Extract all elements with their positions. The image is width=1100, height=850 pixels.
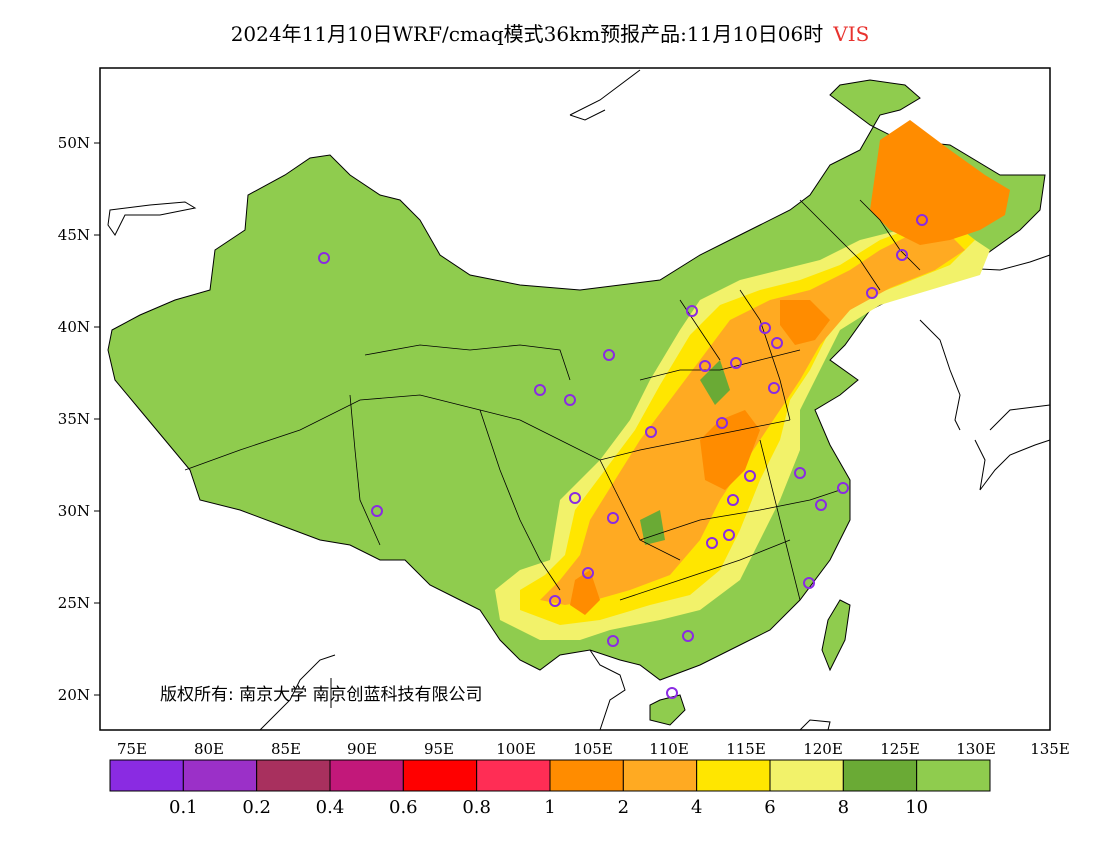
hainan-land [649,694,686,726]
lat-label: 50N [58,134,90,152]
map-title: 2024年11月10日WRF/cmaq模式36km预报产品:11月10日06时 V… [0,18,1100,47]
province-boundaries [184,199,921,601]
colorbar-label: 4 [691,797,702,818]
station-marker [582,567,594,579]
station-marker [916,214,928,226]
colorbar-swatch [769,759,844,792]
colorbar-swatch [549,759,624,792]
title-main: 2024年11月10日WRF/cmaq模式36km预报产品:11月10日06时 [230,22,824,46]
colorbar-swatch [109,759,184,792]
longitude-axis: 75E 80E 85E 90E 95E 100E 105E 110E 115E … [117,740,1070,758]
station-marker [706,537,718,549]
station-marker [866,287,878,299]
colorbar-swatch [916,759,991,792]
station-marker [549,595,561,607]
station-marker [699,360,711,372]
colorbar-label: 0.8 [462,797,491,818]
station-marker [744,470,756,482]
lon-label: 120E [803,740,843,758]
visibility-fields [495,120,1010,640]
station-marker [534,384,546,396]
colorbar-label: 0.4 [316,797,345,818]
station-marker [603,349,615,361]
colorbar-label: 6 [764,797,775,818]
station-marker [666,687,678,699]
station-marker [569,492,581,504]
station-marker [896,249,908,261]
station-marker [723,529,735,541]
colorbar-label: 10 [905,797,928,818]
colorbar-swatch [842,759,918,792]
colorbar-swatch [402,759,478,792]
colorbar-label: 0.1 [169,797,198,818]
lon-label: 135E [1030,740,1070,758]
station-marker [727,494,739,506]
station-marker [771,337,783,349]
station-marker [803,577,815,589]
lon-label: 105E [573,740,613,758]
colorbar-swatch [182,759,258,792]
station-marker [768,382,780,394]
colorbar-labels: 0.1 0.2 0.4 0.6 0.8 1 2 4 6 8 10 [169,797,928,818]
colorbar-swatch [329,759,404,792]
station-marker [682,630,694,642]
lon-label: 80E [194,740,224,758]
colorbar-label: 0.6 [389,797,418,818]
lon-label: 95E [424,740,454,758]
colorbar [109,759,991,792]
lat-label: 25N [58,594,90,612]
station-marker [318,252,330,264]
lat-label: 30N [58,502,90,520]
colorbar-label: 0.2 [242,797,271,818]
lon-label: 125E [880,740,920,758]
lon-label: 130E [956,740,996,758]
lon-label: 110E [649,740,689,758]
title-variable: VIS [833,22,870,46]
colorbar-swatch [622,759,698,792]
station-marker [371,505,383,517]
colorbar-swatch [476,759,551,792]
station-marker [564,394,576,406]
station-marker [686,305,698,317]
station-marker [815,499,827,511]
station-marker [645,426,657,438]
latitude-axis: 20N 25N 30N 35N 40N 45N 50N [58,134,100,704]
colorbar-label: 8 [838,797,849,818]
lat-label: 35N [58,410,90,428]
colorbar-swatch [696,759,771,792]
station-marker [837,482,849,494]
station-marker [607,635,619,647]
station-marker [607,512,619,524]
china-land [107,79,1046,681]
lon-label: 100E [496,740,536,758]
station-marker [794,467,806,479]
lon-label: 115E [726,740,766,758]
taiwan-land [821,599,851,672]
lon-label: 90E [347,740,377,758]
copyright-text: 版权所有: 南京大学 南京创蓝科技有限公司 [160,685,483,705]
station-marker [759,322,771,334]
lat-label: 40N [58,318,90,336]
lon-label: 85E [271,740,301,758]
lat-label: 20N [58,686,90,704]
colorbar-label: 1 [544,797,555,818]
station-marker [716,417,728,429]
station-markers [318,214,928,699]
lon-label: 75E [117,740,147,758]
lat-label: 45N [58,226,90,244]
colorbar-swatch [256,759,331,792]
colorbar-label: 2 [618,797,629,818]
station-marker [730,357,742,369]
